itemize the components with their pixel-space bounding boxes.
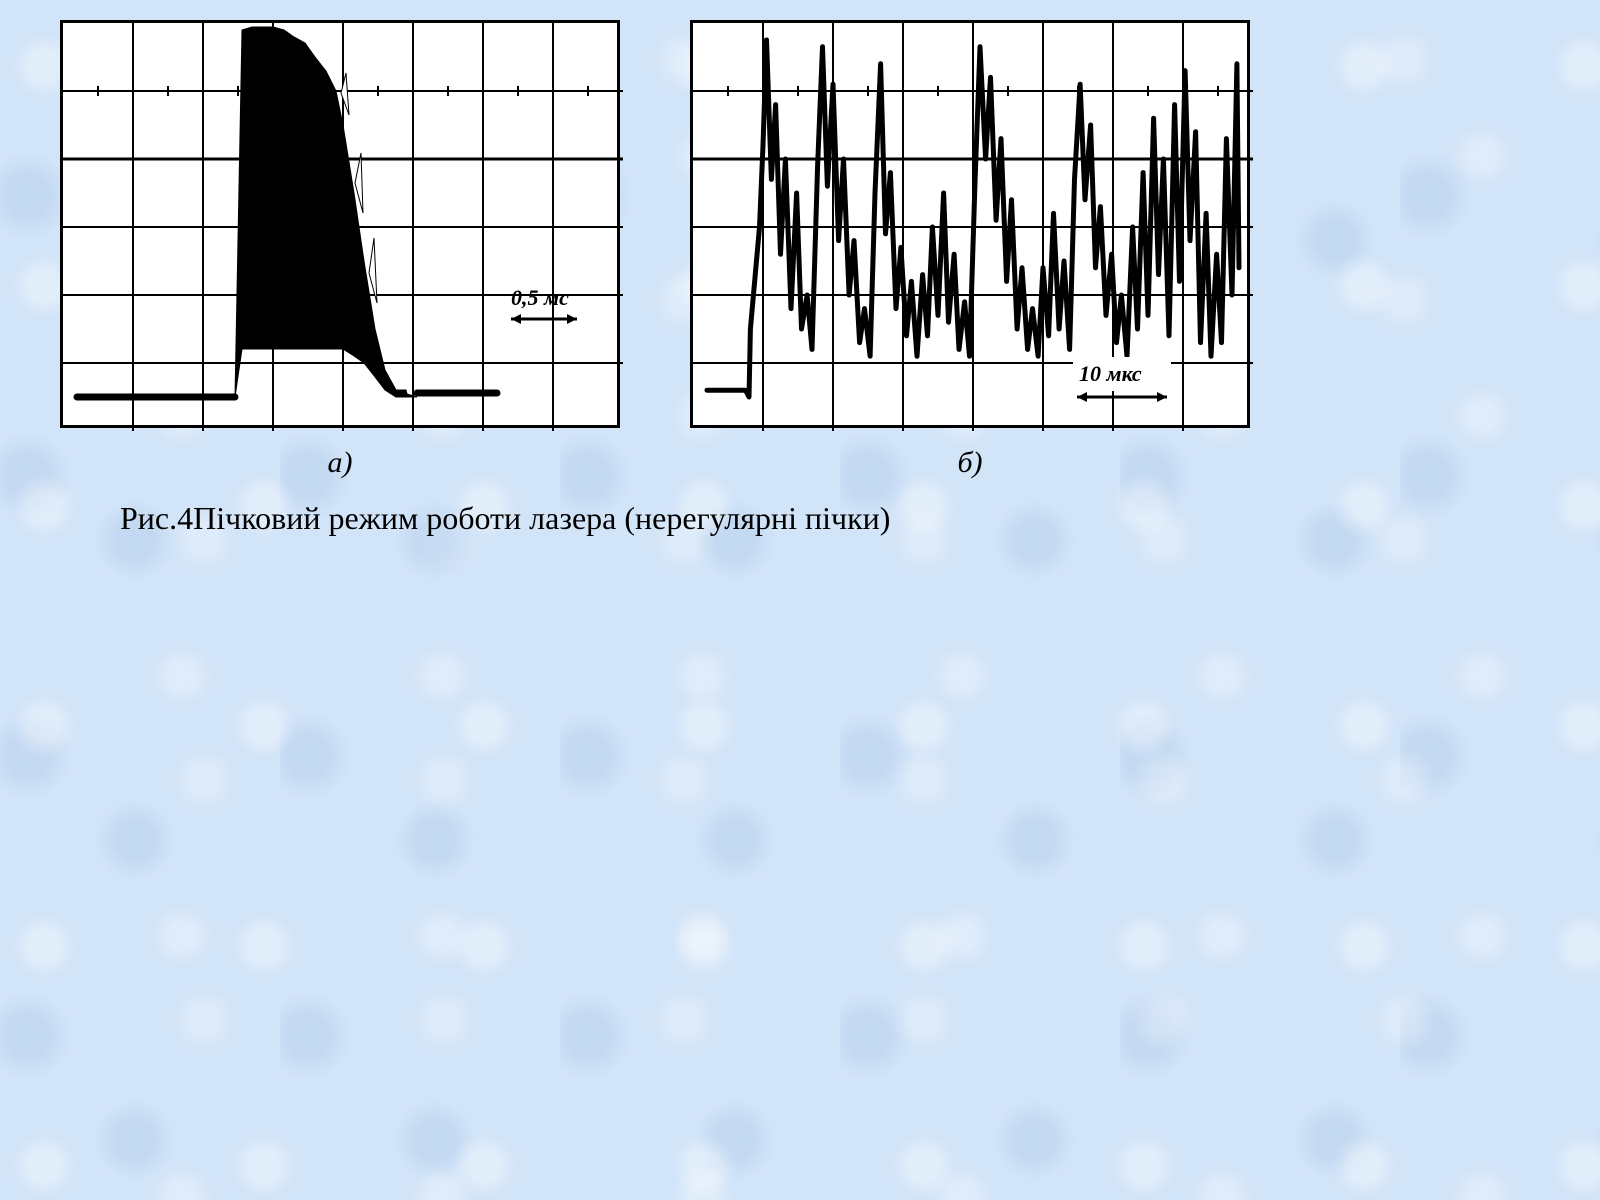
oscilloscope-figure-row: 0,5 мс а) [60, 20, 1540, 480]
panel-b-sublabel: б) [957, 446, 982, 480]
panel-a: 0,5 мс [60, 20, 620, 428]
panel-a-sublabel: а) [328, 446, 353, 480]
figure-caption: Рис.4Пічковий режим роботи лазера (нерег… [120, 500, 890, 537]
panel-a-svg: 0,5 мс [63, 23, 623, 431]
panel-b-scale-text: 10 мкс [1079, 361, 1142, 386]
panel-b-scale: 10 мкс [1073, 357, 1171, 402]
panel-b: 10 мкс [690, 20, 1250, 428]
panel-a-wrap: 0,5 мс а) [60, 20, 620, 480]
panel-a-scale: 0,5 мс [511, 285, 577, 324]
panel-b-svg: 10 мкс [693, 23, 1253, 431]
panel-a-scale-text: 0,5 мс [511, 285, 569, 310]
panel-b-wrap: 10 мкс б) [690, 20, 1250, 480]
